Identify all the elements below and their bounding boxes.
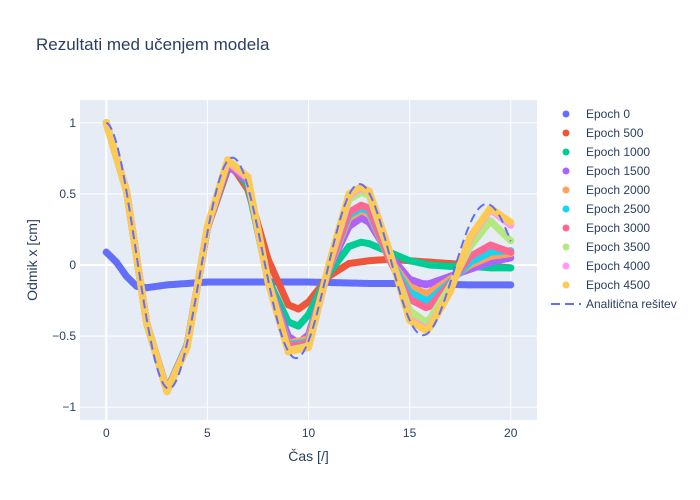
x-tick-label: 0 bbox=[103, 426, 110, 440]
legend-marker bbox=[562, 167, 570, 175]
legend-marker bbox=[562, 186, 570, 194]
legend-item-epoch-1000[interactable]: Epoch 1000 bbox=[562, 145, 651, 159]
data-point bbox=[365, 240, 373, 248]
data-point bbox=[486, 241, 494, 249]
x-tick-label: 5 bbox=[204, 426, 211, 440]
data-point bbox=[426, 279, 434, 287]
legend-marker bbox=[562, 148, 570, 156]
legend-label: Epoch 3500 bbox=[586, 240, 650, 254]
data-point bbox=[244, 278, 252, 286]
data-point bbox=[486, 248, 494, 256]
legend-item-epoch-3000[interactable]: Epoch 3000 bbox=[562, 221, 651, 235]
data-point bbox=[507, 218, 515, 226]
legend-label: Epoch 2500 bbox=[586, 202, 650, 216]
y-axis-ticks: 1 0.5 0 −0.5 −1 bbox=[52, 116, 76, 414]
data-point bbox=[345, 242, 353, 250]
y-tick-label: 0 bbox=[69, 258, 76, 272]
data-point bbox=[406, 257, 414, 265]
legend: Epoch 0 Epoch 500 Epoch 1000 Epoch 1500 Epoc… bbox=[551, 107, 677, 311]
legend-marker bbox=[562, 110, 570, 118]
legend-marker bbox=[562, 262, 570, 270]
legend-label: Epoch 500 bbox=[586, 126, 644, 140]
data-point bbox=[507, 264, 515, 272]
data-point bbox=[102, 248, 110, 256]
legend-marker bbox=[562, 129, 570, 137]
legend-item-epoch-0[interactable]: Epoch 0 bbox=[562, 107, 631, 121]
legend-item-epoch-4000[interactable]: Epoch 4000 bbox=[562, 259, 651, 273]
y-tick-label: −0.5 bbox=[52, 329, 76, 343]
data-point bbox=[112, 258, 120, 266]
data-point bbox=[203, 223, 211, 231]
legend-marker bbox=[562, 205, 570, 213]
grid bbox=[80, 100, 537, 420]
x-tick-label: 10 bbox=[302, 426, 316, 440]
data-point bbox=[365, 279, 373, 287]
series-analiti-na-re-itev bbox=[105, 121, 512, 390]
plot-content bbox=[102, 119, 515, 396]
data-point bbox=[446, 288, 454, 296]
data-point bbox=[365, 257, 373, 265]
data-point bbox=[357, 238, 365, 246]
series-line-analiti-na-re-itev bbox=[105, 121, 512, 390]
legend-item-epoch-4500[interactable]: Epoch 4500 bbox=[562, 278, 651, 292]
data-point bbox=[486, 217, 494, 225]
x-tick-label: 15 bbox=[403, 426, 417, 440]
data-point bbox=[466, 233, 474, 241]
data-point bbox=[466, 281, 474, 289]
data-point bbox=[426, 261, 434, 269]
chart-title: Rezultati med učenjem modela bbox=[36, 35, 270, 54]
data-point bbox=[365, 187, 373, 195]
data-point bbox=[357, 214, 365, 222]
data-point bbox=[294, 305, 302, 313]
legend-marker bbox=[562, 281, 570, 289]
data-point bbox=[163, 388, 171, 396]
data-point bbox=[507, 248, 515, 256]
x-axis-title: Čas [/] bbox=[288, 448, 328, 464]
data-point bbox=[325, 261, 333, 269]
legend-label: Analitična rešitev bbox=[586, 297, 677, 311]
legend-label: Epoch 1500 bbox=[586, 164, 650, 178]
y-tick-label: −1 bbox=[62, 400, 76, 414]
data-point bbox=[305, 343, 312, 351]
data-point bbox=[123, 272, 131, 280]
legend-item-epoch-2000[interactable]: Epoch 2000 bbox=[562, 183, 651, 197]
data-point bbox=[426, 302, 434, 310]
legend-label: Epoch 2000 bbox=[586, 183, 650, 197]
legend-label: Epoch 0 bbox=[586, 107, 630, 121]
legend-label: Epoch 4000 bbox=[586, 259, 650, 273]
legend-label: Epoch 1000 bbox=[586, 145, 650, 159]
data-point bbox=[183, 343, 191, 351]
data-point bbox=[143, 319, 151, 327]
legend-item-epoch-3500[interactable]: Epoch 3500 bbox=[562, 240, 651, 254]
data-point bbox=[426, 324, 434, 332]
y-axis-title: Odmik x [cm] bbox=[24, 219, 40, 301]
data-point bbox=[357, 201, 365, 209]
legend-item-epoch-500[interactable]: Epoch 500 bbox=[562, 126, 644, 140]
data-point bbox=[284, 301, 292, 309]
legend-item-analiti-na-re-itev[interactable]: Analitična rešitev bbox=[551, 297, 677, 311]
legend-marker bbox=[562, 224, 570, 232]
y-tick-label: 0.5 bbox=[59, 187, 76, 201]
data-point bbox=[507, 281, 515, 289]
legend-item-epoch-1500[interactable]: Epoch 1500 bbox=[562, 164, 651, 178]
data-point bbox=[305, 311, 312, 319]
data-point bbox=[203, 278, 211, 286]
y-tick-label: 1 bbox=[69, 116, 76, 130]
legend-label: Epoch 4500 bbox=[586, 278, 650, 292]
data-point bbox=[294, 322, 302, 330]
x-tick-label: 20 bbox=[504, 426, 518, 440]
legend-item-epoch-2500[interactable]: Epoch 2500 bbox=[562, 202, 651, 216]
series-epoch-4500 bbox=[102, 119, 515, 396]
data-point bbox=[345, 260, 353, 268]
data-point bbox=[305, 278, 312, 286]
legend-marker bbox=[562, 243, 570, 251]
data-point bbox=[446, 262, 454, 270]
legend-label: Epoch 3000 bbox=[586, 221, 650, 235]
x-axis-ticks: 0 5 10 15 20 bbox=[103, 426, 518, 440]
data-point bbox=[163, 281, 171, 289]
